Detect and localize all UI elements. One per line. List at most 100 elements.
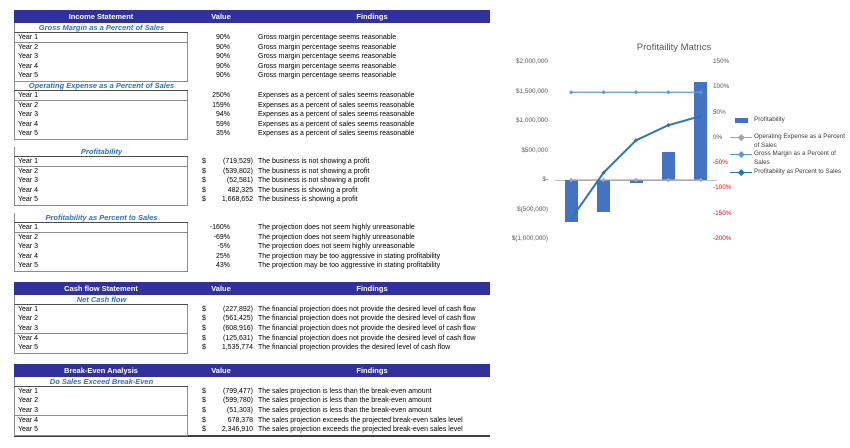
- value-cell[interactable]: 35%: [215, 130, 230, 138]
- legend-item[interactable]: Profitability: [730, 116, 848, 125]
- value-cell[interactable]: $ (599,780): [188, 396, 254, 406]
- table-row: Year 3 -5% The projection does not seem hi…: [14, 242, 490, 253]
- finding-cell[interactable]: The sales projection is less than the br…: [258, 407, 432, 415]
- value-cell[interactable]: $ (539,802): [188, 167, 254, 177]
- value-cell[interactable]: $ (561,425): [188, 314, 254, 324]
- value-column-header[interactable]: Value: [211, 12, 231, 21]
- finding-cell[interactable]: The financial projection does not provid…: [258, 325, 476, 333]
- group-title[interactable]: Do Sales Exceed Break-Even: [14, 376, 188, 387]
- value-cell[interactable]: -5%: [217, 243, 230, 251]
- legend-item[interactable]: Profitability as Percent to Sales: [730, 168, 848, 177]
- legend-item[interactable]: Gross Margin as a Percent of Sales: [730, 150, 848, 168]
- statement-column-header[interactable]: Income Statement: [68, 12, 134, 21]
- year-cell[interactable]: Year 5: [14, 343, 188, 354]
- year-cell[interactable]: Year 5: [14, 425, 188, 436]
- value-cell[interactable]: 90%: [215, 43, 230, 51]
- value-cell[interactable]: $1,668,652: [188, 195, 254, 205]
- finding-cell[interactable]: The business is not showing a profit: [258, 177, 370, 185]
- finding-cell[interactable]: The business is showing a profit: [258, 186, 358, 194]
- finding-cell[interactable]: Gross margin percentage seems reasonable: [258, 72, 397, 80]
- finding-cell[interactable]: Gross margin percentage seems reasonable: [258, 62, 397, 70]
- year-cell[interactable]: Year 5: [14, 71, 188, 82]
- value-cell[interactable]: 90%: [215, 72, 230, 80]
- value-cell[interactable]: 59%: [215, 120, 230, 128]
- finding-cell[interactable]: Expenses as a percent of sales seems rea…: [258, 120, 415, 128]
- year-cell[interactable]: Year 5: [14, 129, 188, 140]
- finding-cell[interactable]: The sales projection is less than the br…: [258, 397, 432, 405]
- statement-column-header[interactable]: Break-Even Analysis: [64, 365, 138, 375]
- finding-cell[interactable]: The financial projection provides the de…: [258, 344, 451, 352]
- legend-item[interactable]: Operating Expense as a Percent of Sales: [730, 133, 848, 151]
- finding-cell[interactable]: The sales projection exceeds the project…: [258, 416, 463, 424]
- value-column-header[interactable]: Value: [211, 283, 231, 293]
- finding-cell[interactable]: Gross margin percentage seems reasonable: [258, 43, 397, 51]
- value-column-header[interactable]: Value: [211, 365, 231, 375]
- legend-bar-swatch-icon: [735, 118, 748, 123]
- value-cell[interactable]: 159%: [212, 101, 230, 109]
- value-number: (125,631): [223, 334, 253, 342]
- finding-cell[interactable]: The projection may be too aggressive in …: [258, 252, 441, 260]
- finding-cell[interactable]: Expenses as a percent of sales seems rea…: [258, 130, 415, 138]
- value-cell[interactable]: $ (608,916): [188, 324, 254, 334]
- finding-cell[interactable]: The financial projection does not provid…: [258, 305, 476, 313]
- finding-cell[interactable]: The projection does not seem highly unre…: [258, 233, 415, 241]
- section-header-bar[interactable]: Cash flow Statement Value Findings: [14, 281, 490, 295]
- group-title[interactable]: Profitability: [14, 146, 188, 157]
- finding-cell[interactable]: The sales projection exceeds the project…: [258, 426, 463, 434]
- section-header-bar[interactable]: Break-Even Analysis Value Findings: [14, 363, 490, 377]
- value-number: (51,303): [226, 407, 253, 415]
- value-number: 1,668,652: [221, 196, 253, 204]
- value-cell[interactable]: $2,346,910: [188, 425, 254, 435]
- finding-cell[interactable]: The business is not showing a profit: [258, 157, 370, 165]
- value-cell[interactable]: 43%: [215, 262, 230, 270]
- group-title[interactable]: Operating Expense as a Percent of Sales: [14, 80, 188, 91]
- finding-cell[interactable]: The business is not showing a profit: [258, 167, 370, 175]
- finding-cell[interactable]: Gross margin percentage seems reasonable: [258, 34, 397, 41]
- group-title[interactable]: Net Cash flow: [14, 294, 188, 305]
- year-cell[interactable]: Year 5: [14, 195, 188, 206]
- finding-cell[interactable]: Expenses as a percent of sales seems rea…: [258, 91, 415, 99]
- value-cell[interactable]: $1,535,774: [188, 343, 254, 353]
- finding-cell[interactable]: The projection may be too aggressive in …: [258, 262, 441, 270]
- value-cell[interactable]: $ (227,892): [188, 305, 254, 315]
- finding-cell[interactable]: The sales projection is less than the br…: [258, 387, 432, 395]
- group-title[interactable]: Gross Margin as a Percent of Sales: [14, 23, 188, 33]
- year-cell[interactable]: Year 5: [14, 261, 188, 272]
- table-row: Year 2 $ (539,802) The business is not show…: [14, 166, 490, 177]
- value-cell[interactable]: $ (51,303): [188, 406, 254, 416]
- finding-cell[interactable]: Gross margin percentage seems reasonable: [258, 53, 397, 61]
- value-cell[interactable]: 90%: [215, 34, 230, 41]
- findings-column-header[interactable]: Findings: [356, 12, 388, 21]
- value-cell[interactable]: -69%: [213, 233, 230, 241]
- finding-cell[interactable]: The projection does not seem highly unre…: [258, 223, 415, 231]
- value-cell[interactable]: $482,325: [188, 186, 254, 196]
- finding-cell[interactable]: Expenses as a percent of sales seems rea…: [258, 111, 415, 119]
- findings-column-header[interactable]: Findings: [356, 365, 388, 375]
- value-cell[interactable]: -160%: [209, 223, 230, 231]
- value-cell[interactable]: 94%: [215, 111, 230, 119]
- value-cell[interactable]: $ (719,529): [188, 157, 254, 167]
- finding-cell[interactable]: The projection does not seem highly unre…: [258, 243, 415, 251]
- finding-cell[interactable]: The financial projection does not provid…: [258, 315, 476, 323]
- finding-cell[interactable]: The business is showing a profit: [258, 196, 358, 204]
- section-header-bar[interactable]: Income Statement Value Findings: [14, 10, 490, 23]
- profitability-chart[interactable]: Profitaility Matrics $2,000,000 $1,500,00…: [500, 30, 848, 292]
- value-cell[interactable]: 90%: [215, 53, 230, 61]
- table-row: Year 1 $ (719,529) The business is not show…: [14, 156, 490, 168]
- currency-symbol: $: [202, 157, 206, 165]
- group-title[interactable]: Profitability as Percent to Sales: [14, 212, 188, 223]
- value-cell[interactable]: $ (799,477): [188, 387, 254, 397]
- primary-axis-tick: $(1,000,000): [511, 235, 548, 242]
- value-cell[interactable]: $ (125,631): [188, 334, 254, 344]
- findings-column-header[interactable]: Findings: [356, 283, 388, 293]
- value-cell[interactable]: $ (52,581): [188, 176, 254, 186]
- table-row: Year 3 $ (52,581) The business is not showi…: [14, 176, 490, 187]
- value-cell[interactable]: $678,378: [188, 416, 254, 426]
- value-cell[interactable]: 250%: [212, 91, 230, 99]
- bar-year-1: [564, 180, 578, 223]
- finding-cell[interactable]: Expenses as a percent of sales seems rea…: [258, 101, 415, 109]
- value-cell[interactable]: 25%: [215, 252, 230, 260]
- finding-cell[interactable]: The financial projection does not provid…: [258, 334, 476, 342]
- statement-column-header[interactable]: Cash flow Statement: [64, 283, 138, 293]
- value-cell[interactable]: 90%: [215, 62, 230, 70]
